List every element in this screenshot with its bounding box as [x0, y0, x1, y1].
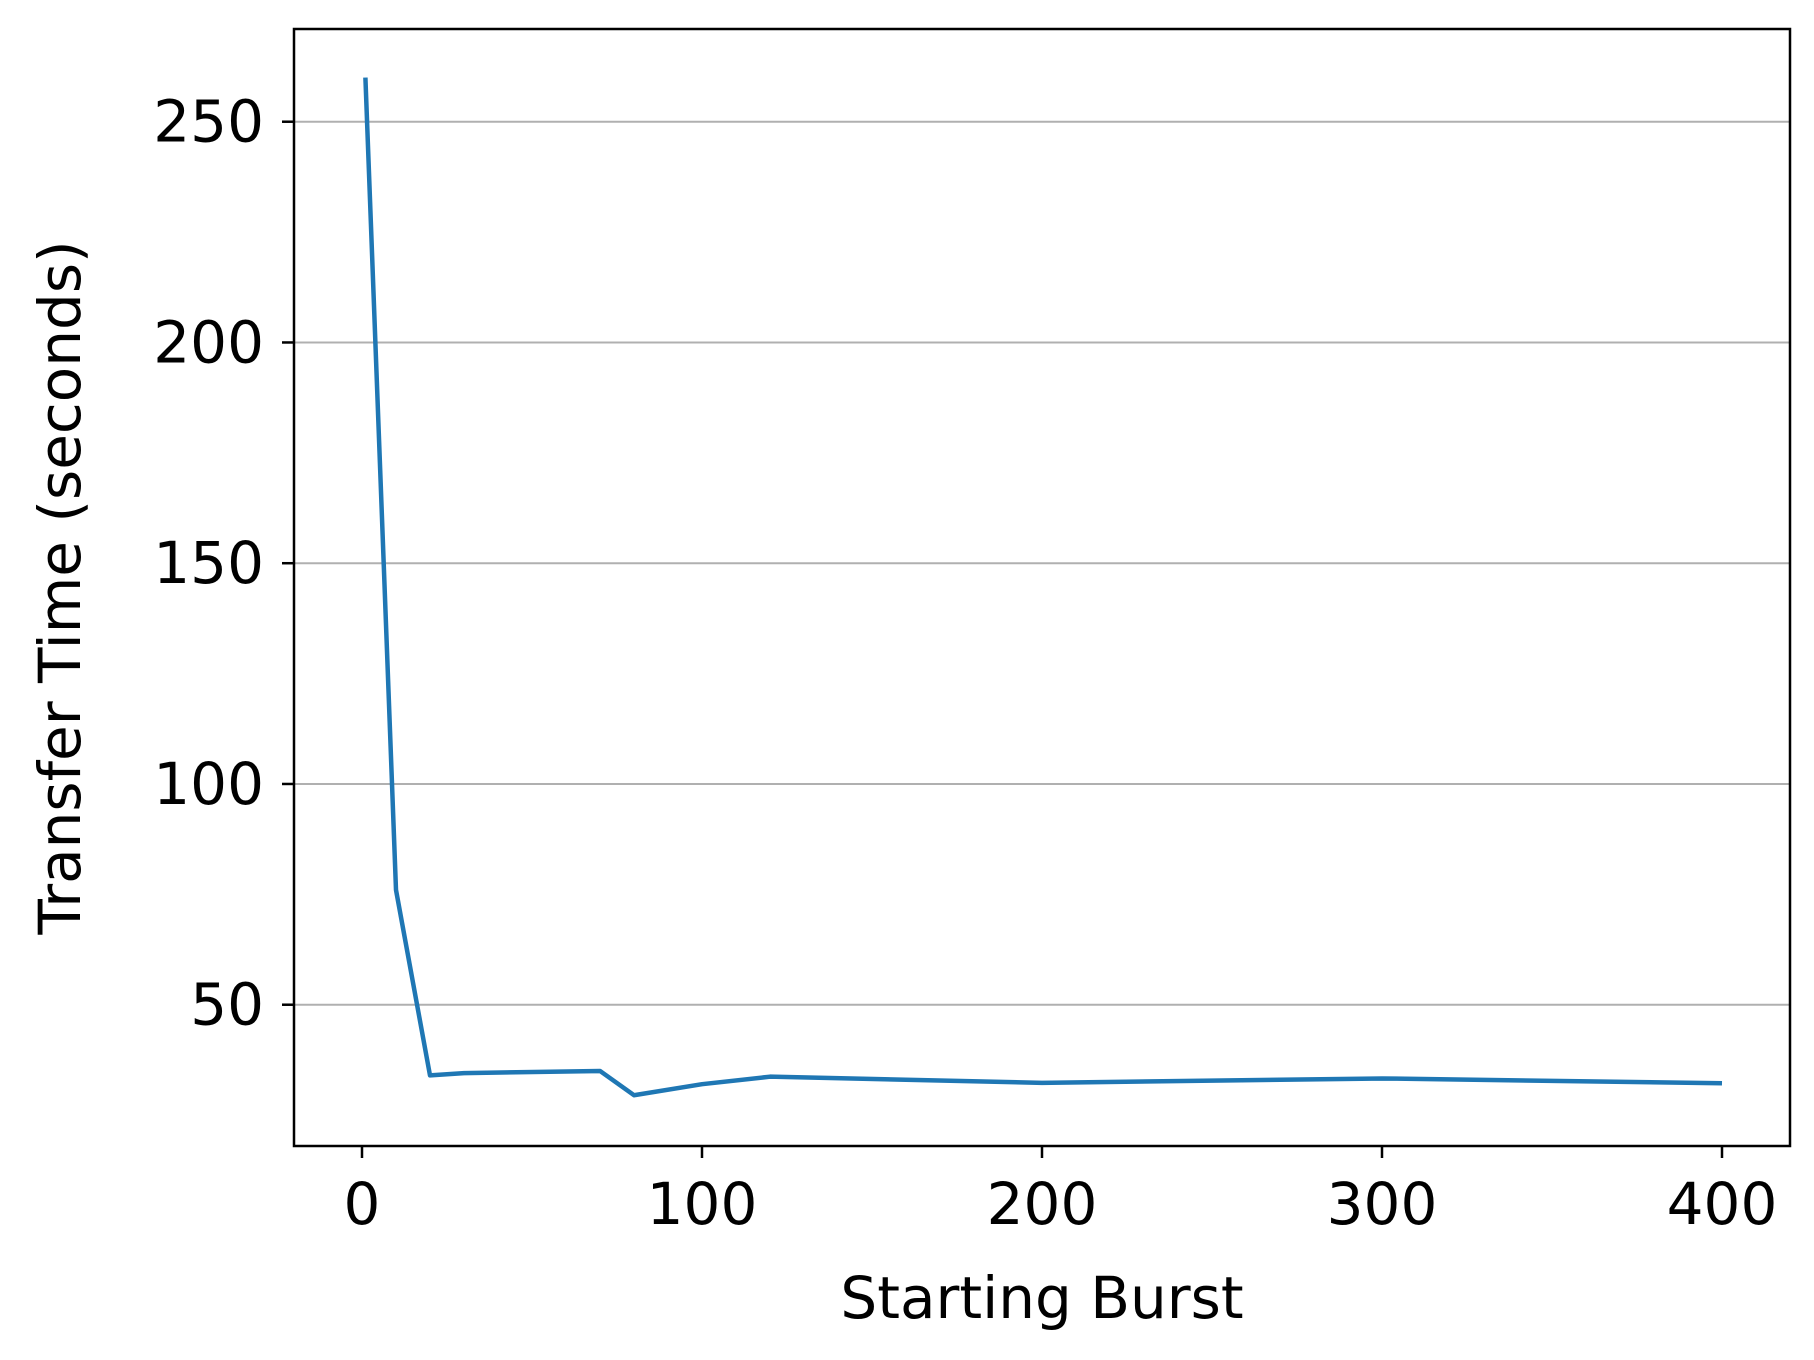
x-tick-label-400: 400	[1667, 1170, 1778, 1238]
series-lines	[363, 77, 1723, 1098]
y-axis-ticks: 50 100 150 200 250	[153, 88, 294, 1039]
x-tick-label-300: 300	[1327, 1170, 1438, 1238]
x-axis-ticks: 0 100 200 300 400	[344, 1146, 1778, 1238]
y-tick-label-50: 50	[190, 971, 264, 1039]
series-line-0	[363, 77, 1723, 1098]
plot-area-frame	[292, 27, 1792, 1148]
grid-lines	[294, 120, 1790, 1006]
y-axis-label: Transfer Time (seconds)	[26, 240, 94, 935]
y-tick-label-250: 250	[153, 88, 264, 156]
y-tick-label-200: 200	[153, 308, 264, 376]
x-tick-label-0: 0	[344, 1170, 381, 1238]
x-axis-label: Starting Burst	[840, 1264, 1243, 1332]
x-tick-label-200: 200	[987, 1170, 1098, 1238]
x-tick-label-100: 100	[647, 1170, 758, 1238]
y-tick-label-100: 100	[153, 750, 264, 818]
y-tick-label-150: 150	[153, 529, 264, 597]
